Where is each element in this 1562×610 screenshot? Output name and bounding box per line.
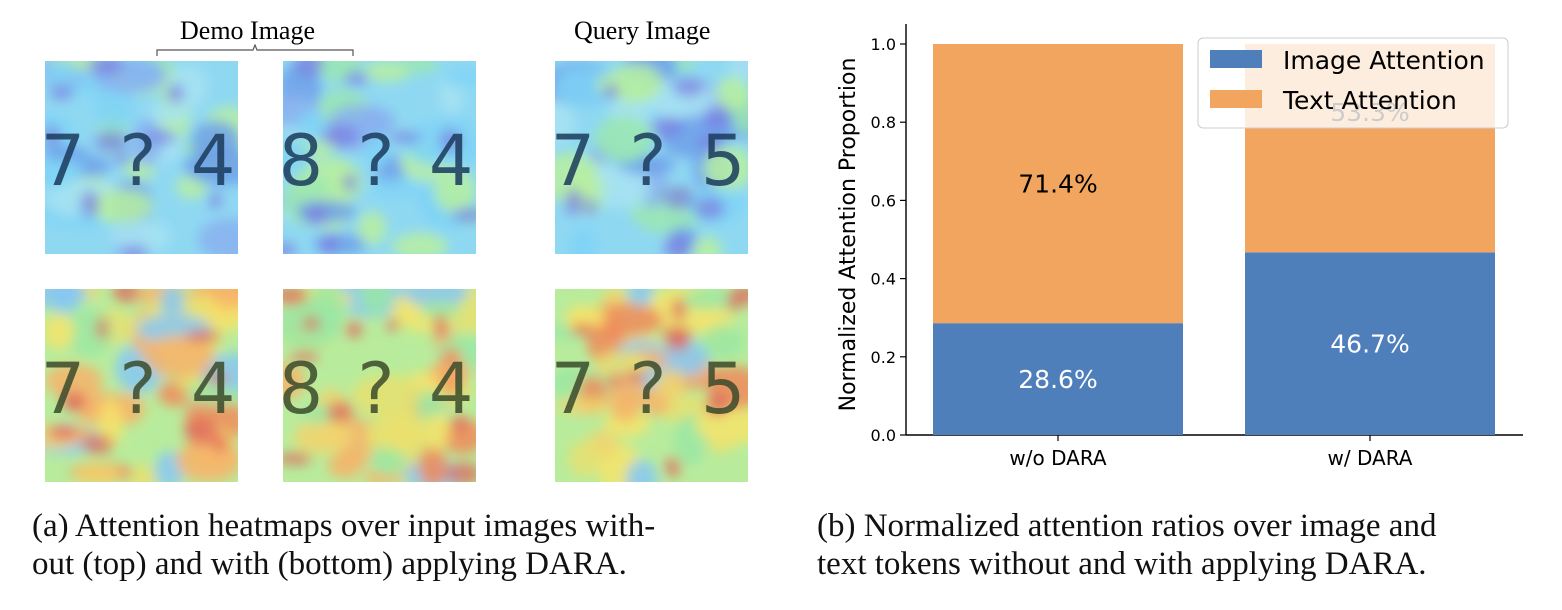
legend-swatch: [1210, 90, 1262, 108]
heatmap-with-dara-demo-2: 8 ? 4: [283, 289, 476, 482]
heatmap-without-dara-query-3: 7 ? 5: [555, 61, 748, 254]
y-axis-label: Normalized Attention Proportion: [836, 58, 861, 412]
chart-panel: 0.0 0.2 0.4 0.6 0.8 1.0 Normalized Attention P…: [800, 0, 1562, 610]
heatmap-digits: 7 ? 4: [45, 120, 238, 202]
demo-bracket: [156, 44, 354, 56]
x-tick-label: w/o DARA: [1009, 446, 1107, 470]
caption-a-line2: out (top) and with (bottom) applying DAR…: [32, 546, 627, 582]
bar-data-label: 46.7%: [1330, 330, 1409, 359]
legend-label: Text Attention: [1282, 86, 1457, 115]
heatmap-digits: 8 ? 4: [283, 120, 476, 202]
legend: Image Attention Text Attention: [1197, 37, 1509, 129]
y-tick-label: 0.2: [871, 348, 896, 367]
bar-data-label: 28.6%: [1018, 365, 1097, 394]
heatmap-digits: 7 ? 5: [555, 348, 748, 430]
bar-image-attention-1: [933, 323, 1183, 435]
y-tick-label: 0.6: [871, 191, 896, 210]
heatmap-digits: 8 ? 4: [283, 348, 476, 430]
y-tick-label: 1.0: [871, 35, 896, 54]
x-tick-label: w/ DARA: [1328, 446, 1413, 470]
heatmap-with-dara-query-3: 7 ? 5: [555, 289, 748, 482]
y-tick-label: 0.4: [871, 270, 896, 289]
bar-image-attention-2: [1245, 252, 1495, 435]
heatmap-digits: 7 ? 5: [555, 120, 748, 202]
bar-text-attention-1: [933, 44, 1183, 324]
legend-label: Image Attention: [1283, 46, 1485, 75]
heatmap-panel: Demo Image Query Image 7 ? 4 8 ? 4 7 ? 5 7 …: [32, 16, 748, 582]
heatmap-without-dara-demo-2: 8 ? 4: [283, 61, 476, 254]
heatmap-without-dara-demo-1: 7 ? 4: [45, 61, 238, 254]
legend-swatch: [1210, 50, 1262, 68]
heatmap-with-dara-demo-1: 7 ? 4: [45, 289, 238, 482]
demo-image-label: Demo Image: [180, 16, 316, 45]
caption-a-line1: (a) Attention heatmaps over input images…: [32, 508, 656, 544]
caption-b-line1: (b) Normalized attention ratios over ima…: [817, 508, 1437, 544]
stacked-bar-chart: 0.0 0.2 0.4 0.6 0.8 1.0 Normalized Attention P…: [836, 24, 1523, 470]
bar-data-label: 71.4%: [1018, 170, 1097, 199]
y-tick-label: 0.0: [871, 426, 896, 445]
caption-b-line2: text tokens without and with applying DA…: [817, 546, 1427, 582]
y-tick-label: 0.8: [871, 113, 896, 132]
legend-box: [1197, 37, 1509, 129]
query-image-label: Query Image: [574, 16, 711, 45]
heatmap-digits: 7 ? 4: [45, 348, 238, 430]
